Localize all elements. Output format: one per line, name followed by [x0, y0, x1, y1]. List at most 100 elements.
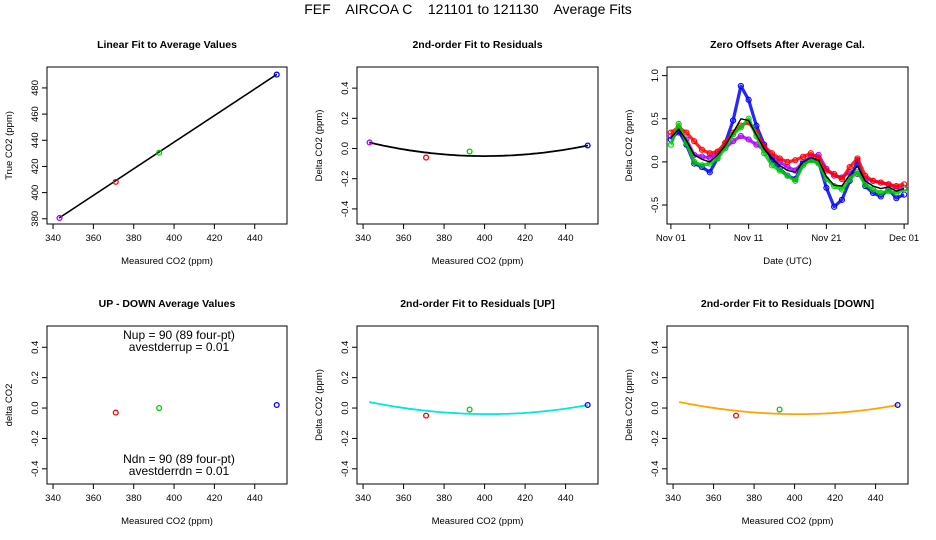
x-tick-label: 420 [827, 493, 843, 504]
series-point-green [838, 186, 846, 193]
x-tick-label: 400 [166, 233, 182, 244]
y-tick-label: 0.0 [340, 401, 351, 414]
series-point-red [831, 170, 838, 178]
series-point-red [893, 182, 900, 190]
data-point [584, 142, 591, 149]
y-axis-label: delta CO2 [4, 384, 15, 427]
x-tick-label: 420 [517, 233, 533, 244]
series-point-green [698, 162, 706, 169]
data-point [56, 214, 63, 222]
x-tick-label: 340 [45, 493, 61, 504]
y-tick-label: 0.2 [340, 112, 351, 125]
series-point-red [768, 150, 776, 157]
data-point [466, 148, 473, 155]
plot-frame [46, 66, 288, 225]
x-axis-label: Date (UTC) [763, 256, 812, 267]
data-point [112, 409, 119, 416]
y-axis-label: Delta CO2 (ppm) [314, 369, 325, 441]
x-tick-label: 400 [787, 493, 803, 504]
y-tick-label: 0.2 [650, 371, 661, 384]
series-point-red [846, 163, 853, 171]
series-line-mean [670, 118, 905, 192]
y-tick-label: -0.4 [30, 461, 41, 477]
x-tick-label: 440 [558, 493, 574, 504]
y-axis-label: True CO2 (ppm) [4, 111, 15, 180]
y-tick-label: 0.4 [650, 341, 661, 354]
y-tick-label: 0.4 [30, 341, 41, 354]
x-tick-label: 360 [85, 493, 101, 504]
series-point-green [753, 132, 760, 140]
x-axis-label: Measured CO2 (ppm) [742, 516, 834, 527]
data-point [156, 149, 163, 156]
y-axis-label: Delta CO2 (ppm) [624, 369, 635, 441]
series-point-red [799, 153, 807, 160]
series-point-green [869, 186, 877, 193]
fit-line [58, 73, 278, 219]
data-point [366, 139, 373, 146]
series-point-red [838, 176, 846, 183]
figure-title: FEF AIRCOA C 121101 to 121130 Average Fi… [304, 1, 632, 17]
x-tick-label: 380 [126, 233, 142, 244]
y-tick-label: 0.0 [30, 401, 41, 414]
y-tick-label: 380 [30, 211, 41, 227]
y-tick-label: 0.0 [650, 155, 661, 168]
data-point [112, 178, 119, 185]
series-point-red [706, 150, 713, 157]
y-tick-label: -0.2 [340, 430, 351, 446]
panel-title: 2nd-order Fit to Residuals [412, 39, 542, 51]
data-point [423, 154, 430, 161]
series-point-blue [838, 196, 846, 203]
series-point-blue [753, 122, 760, 129]
y-tick-label: 0.2 [30, 371, 41, 384]
data-point [423, 412, 430, 419]
series-point-green [893, 189, 900, 197]
y-tick-label: 0.0 [340, 142, 351, 155]
x-tick-label: 340 [45, 233, 61, 244]
data-point [894, 401, 901, 409]
series-point-red [869, 177, 877, 184]
x-tick-label: 420 [206, 233, 222, 244]
series-point-green [768, 162, 776, 169]
x-tick-label: 360 [396, 493, 412, 504]
x-tick-label: 440 [247, 233, 263, 244]
data-point [733, 412, 740, 419]
x-tick-label: 420 [517, 493, 533, 504]
series-point-blue [831, 203, 838, 210]
x-tick-label: 380 [436, 493, 452, 504]
series-point-purple [737, 132, 744, 140]
y-tick-label: 400 [30, 185, 41, 201]
series-point-blue [823, 184, 830, 191]
plot-frame [46, 325, 288, 485]
x-tick-label: 380 [746, 493, 762, 504]
y-tick-label: 0.5 [650, 112, 661, 125]
data-layer [667, 82, 908, 210]
x-tick-label: 380 [436, 233, 452, 244]
series-point-green [877, 189, 884, 197]
series-point-green [792, 177, 799, 184]
panel-p5: 2nd-order Fit to Residuals [UP] 340 360 380… [314, 298, 599, 527]
panel-title: 2nd-order Fit to Residuals [UP] [400, 298, 555, 310]
x-axis-label: Measured CO2 (ppm) [432, 256, 524, 267]
y-tick-label: -0.2 [30, 430, 41, 446]
y-tick-label: 440 [30, 132, 41, 148]
x-tick-label: 340 [355, 493, 371, 504]
data-point [156, 404, 163, 412]
y-axis-label: Delta CO2 (ppm) [624, 110, 635, 182]
series-point-red [698, 146, 706, 153]
series-point-red [784, 158, 791, 165]
x-tick-label: Nov 01 [656, 233, 686, 244]
series-point-red [667, 129, 674, 136]
y-tick-label: 0.0 [650, 401, 661, 414]
data-point [776, 406, 783, 413]
x-axis-label: Measured CO2 (ppm) [121, 256, 213, 267]
y-tick-label: 420 [30, 159, 41, 175]
series-point-red [877, 179, 884, 186]
series-point-blue [729, 117, 737, 124]
plot-frame [666, 325, 909, 485]
ndn-annotation: Ndn = 90 (89 four-pt) [123, 452, 235, 466]
series-line-red [670, 120, 905, 188]
series-line-purple [670, 131, 905, 190]
plot-frame [666, 66, 909, 225]
x-tick-label: 360 [396, 233, 412, 244]
